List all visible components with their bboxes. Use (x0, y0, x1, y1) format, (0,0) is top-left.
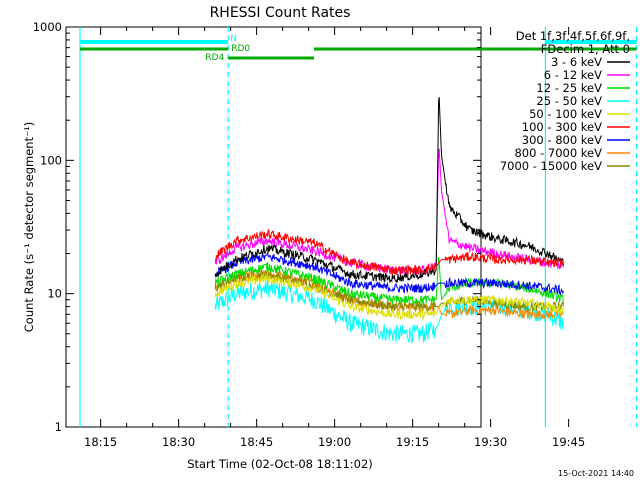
series-line-7000-15000-kev (214, 269, 564, 314)
y-tick-label: 10 (47, 287, 62, 301)
x-tick-label: 19:00 (318, 435, 351, 449)
x-tick-label: 18:15 (84, 435, 117, 449)
y-tick-label: 100 (40, 153, 62, 167)
chart-title: RHESSI Count Rates (210, 5, 351, 21)
x-tick-label: 18:45 (240, 435, 273, 449)
series-line-3-6-kev (214, 97, 564, 284)
series-line-50-100-kev (214, 274, 564, 321)
x-tick-label: 19:30 (474, 435, 507, 449)
legend-entry-label: 25 - 50 keV (536, 94, 602, 108)
x-tick-label: 18:30 (162, 435, 195, 449)
legend-entry-label: 12 - 25 keV (536, 81, 602, 95)
series-lines (214, 97, 564, 344)
series-line-300-800-kev (214, 252, 564, 296)
flag-label-rd4: RD4 (205, 53, 224, 63)
legend: Det 1f,3f,4f,5f,6f,9f, FDecim 1, Att 0 3… (500, 29, 630, 173)
legend-entry-label: 6 - 12 keV (544, 68, 602, 82)
legend-entry-label: 100 - 300 keV (522, 120, 602, 134)
y-axis-ticks: 1 10 100 1000 (33, 20, 481, 434)
x-tick-label: 19:45 (552, 435, 585, 449)
flag-label-rd0: RD0 (231, 44, 250, 54)
x-axis-label: Start Time (02-Oct-08 18:11:02) (187, 457, 373, 471)
y-tick-label: 1 (55, 420, 62, 434)
legend-entry-label: 300 - 800 keV (522, 133, 602, 147)
flag-label-n: N (230, 34, 237, 44)
y-tick-label: 1000 (33, 20, 62, 34)
vertical-markers (79, 27, 638, 427)
plot-frame (65, 26, 482, 428)
x-tick-label: 19:15 (396, 435, 429, 449)
legend-header-line1: Det 1f,3f,4f,5f,6f,9f, (516, 29, 630, 43)
legend-entry-label: 50 - 100 keV (529, 107, 602, 121)
footer-date: 15-Oct-2021 14:40 (558, 469, 634, 478)
series-line-100-300-kev (215, 228, 564, 276)
legend-entry-label: 3 - 6 keV (551, 55, 602, 69)
y-axis-label: Count Rate (s⁻¹ detector segment⁻¹) (22, 122, 36, 332)
x-axis-ticks: 18:15 18:30 18:45 19:00 19:15 19:30 19:45 (84, 27, 585, 449)
series-line-25-50-kev (214, 279, 564, 344)
legend-entry-label: 7000 - 15000 keV (500, 159, 602, 173)
legend-header-line2: FDecim 1, Att 0 (541, 42, 630, 56)
legend-entry-label: 800 - 7000 keV (514, 146, 602, 160)
